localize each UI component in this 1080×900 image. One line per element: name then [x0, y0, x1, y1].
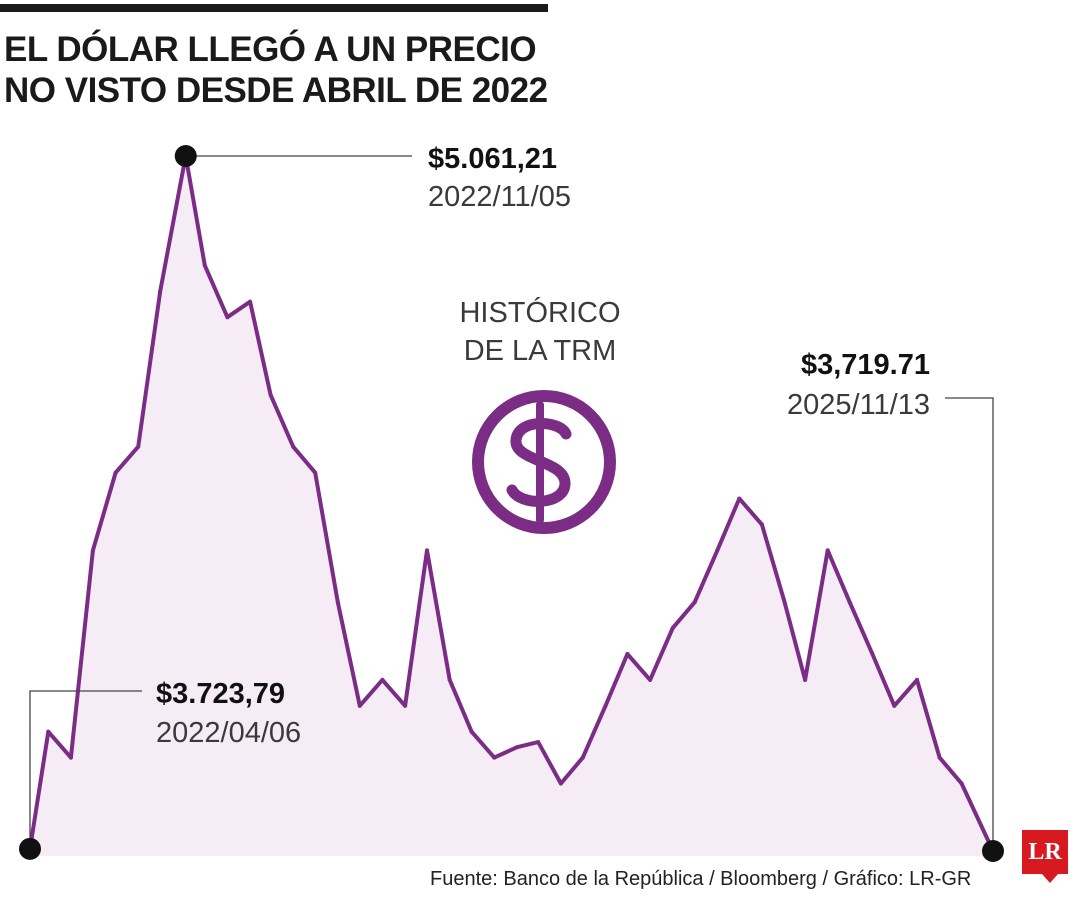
data-point-35 [803, 677, 808, 682]
historico-label: HISTÓRICO [459, 296, 620, 329]
end-date-label: 2025/11/13 [787, 389, 930, 421]
data-point-34 [782, 600, 787, 605]
data-point-12 [291, 444, 296, 449]
data-point-16 [380, 677, 385, 682]
data-point-33 [759, 522, 764, 527]
series-line [28, 154, 995, 852]
data-point-25 [580, 755, 585, 760]
area-fill [30, 156, 993, 856]
data-point-22 [515, 745, 519, 750]
data-point-11 [268, 392, 273, 397]
data-point-20 [469, 729, 474, 734]
dollar-circle-icon [472, 390, 616, 534]
data-point-2 [68, 755, 73, 760]
data-point-4 [113, 470, 118, 475]
max-value-label: $5.061,21 [428, 143, 557, 175]
chart-title-line-2: NO VISTO DESDE ABRIL DE 2022 [4, 71, 548, 110]
data-point-24 [558, 781, 563, 786]
data-point-23 [536, 740, 541, 745]
data-point-18 [425, 548, 429, 553]
leader-layer [29, 155, 994, 851]
data-point-39 [892, 703, 897, 708]
point-layer [19, 145, 1004, 862]
data-point-28 [648, 677, 653, 682]
data-point-10 [248, 299, 253, 304]
max-point-marker [174, 145, 197, 167]
data-point-27 [625, 652, 630, 656]
start-date-label: 2022/04/06 [156, 717, 301, 749]
data-point-13 [313, 470, 318, 475]
end-value-label: $3,719.71 [801, 349, 930, 381]
data-point-38 [870, 652, 875, 656]
data-point-40 [915, 677, 919, 682]
end-point-marker [982, 840, 1004, 862]
data-point-21 [492, 755, 497, 760]
data-point-42 [959, 781, 964, 786]
start-value-label: $3.723,79 [156, 678, 285, 710]
max-date-label: 2022/11/05 [428, 181, 571, 213]
data-point-14 [335, 600, 340, 605]
data-point-8 [202, 263, 207, 268]
start-point-marker [19, 837, 41, 860]
data-point-19 [447, 677, 452, 682]
data-point-15 [357, 703, 362, 708]
lr-logo: LR [1022, 830, 1068, 883]
start-leader-line [29, 690, 142, 849]
data-point-30 [692, 600, 697, 605]
data-point-36 [825, 548, 830, 553]
data-point-6 [158, 289, 163, 294]
data-point-37 [847, 600, 852, 605]
data-point-29 [670, 626, 675, 631]
data-point-32 [737, 496, 742, 501]
chart-title-line-1: EL DÓLAR LLEGÓ A UN PRECIO [4, 30, 537, 69]
data-point-31 [715, 548, 720, 553]
data-point-41 [937, 755, 942, 760]
trm-label: DE LA TRM [464, 335, 617, 367]
area-layer [28, 154, 995, 856]
data-point-26 [603, 703, 608, 708]
data-point-3 [90, 548, 95, 553]
data-point-9 [225, 315, 230, 320]
end-leader-line [945, 397, 994, 851]
data-point-1 [46, 729, 51, 734]
data-point-5 [136, 444, 141, 449]
source-note: Fuente: Banco de la República / Bloomber… [430, 868, 972, 890]
data-point-17 [403, 703, 408, 708]
top-rule [0, 4, 548, 12]
